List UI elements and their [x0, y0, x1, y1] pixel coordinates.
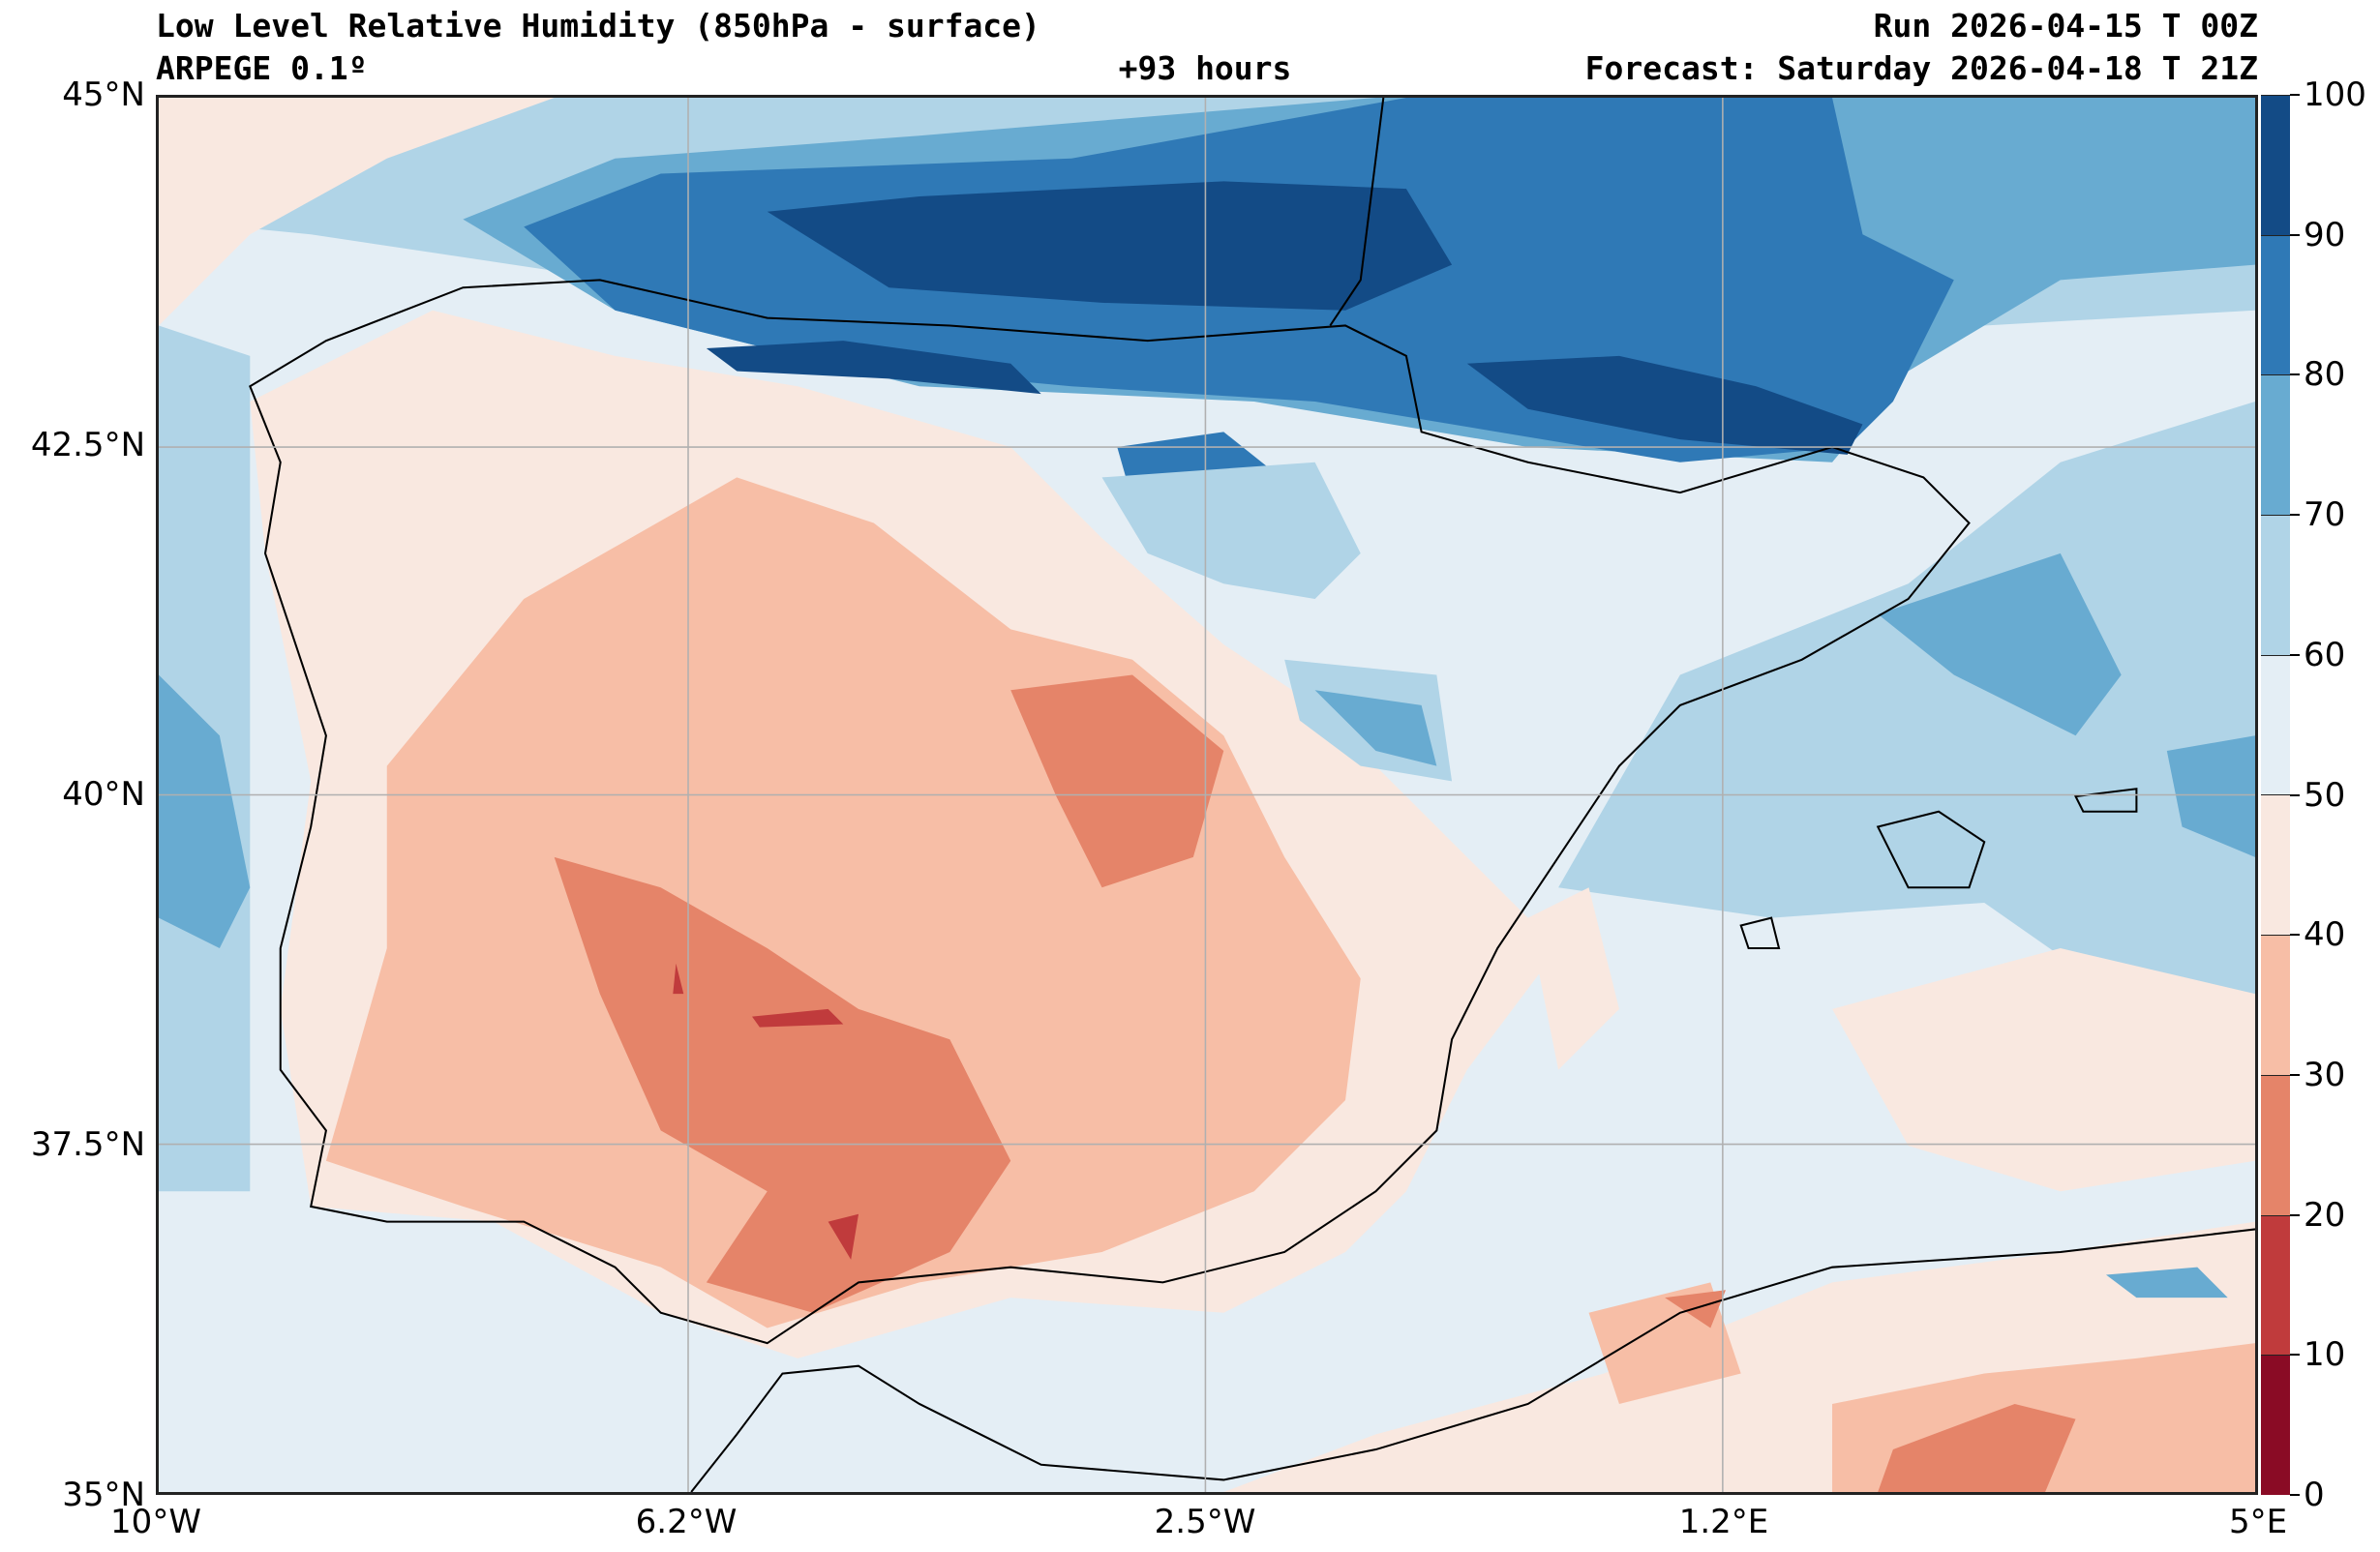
y-tick-label: 37.5°N: [30, 1125, 145, 1164]
level-30-40-africa: [1588, 1282, 2255, 1492]
level-90-100-north: [767, 181, 1453, 311]
colorbar-tick-label: 70: [2304, 495, 2346, 535]
humidity-map: [156, 95, 2258, 1495]
x-tick-label: 6.2°W: [635, 1503, 738, 1541]
colorbar-segment: [2261, 515, 2290, 655]
coastline-france: [1329, 98, 1385, 327]
colorbar-tick-mark: [2290, 653, 2300, 656]
colorbar-tick-label: 50: [2304, 775, 2346, 815]
colorbar-tick-mark: [2290, 1494, 2300, 1496]
y-tick-label: 45°N: [62, 75, 145, 114]
level-70-80-mediterranean: [1878, 552, 2255, 857]
colorbar-tick-label: 80: [2304, 355, 2346, 395]
x-tick-label: 2.5°W: [1154, 1503, 1256, 1541]
colorbar-tick-label: 10: [2304, 1335, 2346, 1375]
level-70-80-atlantic: [159, 674, 251, 949]
level-90-100-cantabria: [706, 341, 1041, 395]
level-40-50-med: [1527, 887, 2255, 1192]
coastline-balearics: [1739, 788, 2138, 950]
colorbar-segment: [2261, 1214, 2290, 1356]
level-40-50-nw-corner: [159, 98, 555, 326]
humidity-contour-map: [159, 98, 2255, 1492]
coastline-africa: [690, 1228, 2255, 1492]
colorbar-tick-mark: [2290, 514, 2300, 517]
colorbar-segment: [2261, 374, 2290, 516]
x-tick-label: 1.2°E: [1678, 1503, 1769, 1541]
level-20-30-africa: [1665, 1290, 2076, 1492]
colorbar-segment: [2261, 1074, 2290, 1215]
map-title: Low Level Relative Humidity (850hPa - su…: [156, 7, 1040, 45]
level-90-100-pyrenees: [1466, 355, 1863, 455]
colorbar-tick-mark: [2290, 934, 2300, 937]
level-20-30-central: [554, 856, 1011, 1313]
coastline: [249, 279, 1971, 1345]
forecast-label: Forecast: Saturday 2026-04-18 T 21Z: [1584, 49, 2258, 87]
level-10-20-spots: [673, 963, 859, 1260]
x-tick-label: 10°W: [110, 1503, 201, 1541]
y-tick-label: 40°N: [62, 775, 145, 814]
level-60-70-mediterranean: [1558, 401, 2255, 1131]
y-tick-label: 35°N: [62, 1476, 145, 1514]
colorbar-segment: [2261, 234, 2290, 375]
model-label: ARPEGE 0.1º: [156, 49, 368, 87]
colorbar-tick-label: 60: [2304, 635, 2346, 674]
colorbar-segment: [2261, 654, 2290, 795]
colorbar-tick-mark: [2290, 1354, 2300, 1357]
colorbar-tick-mark: [2290, 94, 2300, 96]
lead-time-label: +93 hours: [1118, 49, 1292, 87]
colorbar-tick-mark: [2290, 233, 2300, 236]
graticule: [159, 98, 2255, 1492]
colorbar-segment: [2261, 94, 2290, 235]
colorbar-tick-label: 0: [2304, 1476, 2325, 1514]
level-20-30-east: [1010, 674, 1224, 888]
colorbar-tick-label: 20: [2304, 1195, 2346, 1235]
colorbar: [2261, 94, 2290, 1495]
colorbar-tick-mark: [2290, 373, 2300, 376]
colorbar-tick-mark: [2290, 793, 2300, 796]
run-label: Run 2026-04-15 T 00Z: [1873, 7, 2258, 45]
x-tick-label: 5°E: [2228, 1503, 2288, 1541]
level-70-80-africa: [2105, 1267, 2228, 1298]
colorbar-tick-mark: [2290, 1213, 2300, 1216]
colorbar-tick-mark: [2290, 1073, 2300, 1076]
colorbar-tick-label: 90: [2304, 215, 2346, 254]
colorbar-segment: [2261, 794, 2290, 936]
colorbar-segment: [2261, 935, 2290, 1075]
colorbar-tick-label: 40: [2304, 915, 2346, 955]
colorbar-tick-label: 30: [2304, 1055, 2346, 1094]
colorbar-segment: [2261, 1355, 2290, 1495]
level-70-80-east-iberia: [1314, 690, 1437, 766]
y-tick-label: 42.5°N: [30, 426, 145, 464]
colorbar-tick-label: 100: [2304, 75, 2366, 114]
